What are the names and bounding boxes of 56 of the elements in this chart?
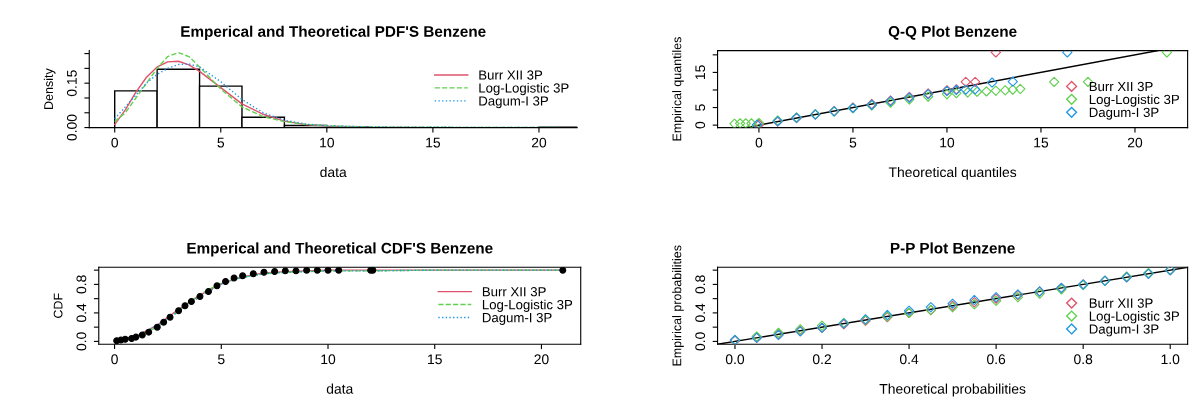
x-tick-label: 15: [426, 137, 441, 148]
x-tick-label: 10: [940, 137, 955, 148]
y-tick-label: 5: [695, 104, 706, 111]
legend-label: Dagum-I 3P: [482, 312, 552, 325]
y-axis-title: CDF: [53, 293, 63, 318]
x-tick-label: 15: [1034, 137, 1049, 148]
x-tick-label: 0: [755, 137, 763, 148]
y-tick-label: 0.15: [66, 70, 77, 97]
legend-label: Burr XII 3P: [1089, 298, 1153, 308]
legend-label: Dagum-I 3P: [1089, 324, 1159, 337]
legend-label: Burr XII 3P: [479, 70, 543, 80]
x-axis-title: Theoretical probabilities: [879, 383, 1026, 397]
y-axis-title: Empirical probabilities: [672, 245, 684, 366]
y-tick-label: 0.0: [695, 332, 706, 351]
x-tick-label: 0.0: [725, 354, 745, 365]
x-tick-label: 5: [217, 354, 225, 365]
x-tick-label: 0.2: [812, 354, 831, 365]
y-tick-label: 0.00: [66, 114, 77, 141]
x-tick-label: 1.0: [1161, 354, 1180, 365]
legend-label: Log-Logistic 3P: [1089, 311, 1180, 324]
x-tick-label: 20: [1127, 137, 1143, 148]
x-axis-title: Theoretical quantiles: [888, 166, 1017, 180]
x-tick-label: 5: [849, 137, 857, 148]
x-tick-label: 0: [111, 354, 118, 365]
y-tick-label: 0: [695, 121, 706, 129]
x-tick-label: 0.6: [987, 354, 1006, 365]
x-tick-label: 20: [534, 354, 549, 365]
x-tick-label: 10: [320, 137, 335, 148]
y-tick-label: 0.4: [76, 303, 87, 323]
y-tick-label: 0.8: [76, 275, 87, 294]
y-tick-label: 0.4: [695, 303, 706, 323]
chart-title: Q-Q Plot Benzene: [888, 25, 1017, 40]
y-axis-title: Density: [43, 68, 56, 109]
x-tick-label: 10: [321, 354, 336, 365]
chart-title: Emperical and Theoretical PDF'S Benzene: [181, 25, 486, 40]
legend-label: Log-Logistic 3P: [1089, 94, 1180, 107]
legend-label: Burr XII 3P: [482, 287, 546, 297]
legend-label: Dagum-I 3P: [1089, 107, 1159, 120]
legend-label: Dagum-I 3P: [479, 96, 548, 109]
legend-label: Log-Logistic 3P: [479, 82, 569, 96]
x-tick-label: 15: [428, 354, 442, 365]
x-tick-label: 0.4: [899, 354, 919, 365]
legend-label: Log-Logistic 3P: [482, 299, 573, 312]
x-tick-label: 5: [217, 137, 225, 148]
legend-label: Burr XII 3P: [1089, 81, 1153, 92]
y-tick-label: 0.8: [695, 275, 706, 294]
x-tick-label: 20: [531, 137, 547, 148]
x-tick-label: 0: [111, 137, 119, 148]
x-axis-title: data: [326, 383, 354, 394]
x-tick-label: 0.8: [1074, 354, 1093, 365]
y-axis-title: Empirical quantiles: [672, 37, 684, 141]
chart-title: Emperical and Theoretical CDF'S Benzene: [187, 242, 493, 257]
y-tick-label: 0.0: [76, 332, 87, 351]
y-tick-label: 15: [695, 65, 706, 80]
x-axis-title: data: [320, 166, 347, 178]
chart-title: P-P Plot Benzene: [890, 242, 1015, 254]
